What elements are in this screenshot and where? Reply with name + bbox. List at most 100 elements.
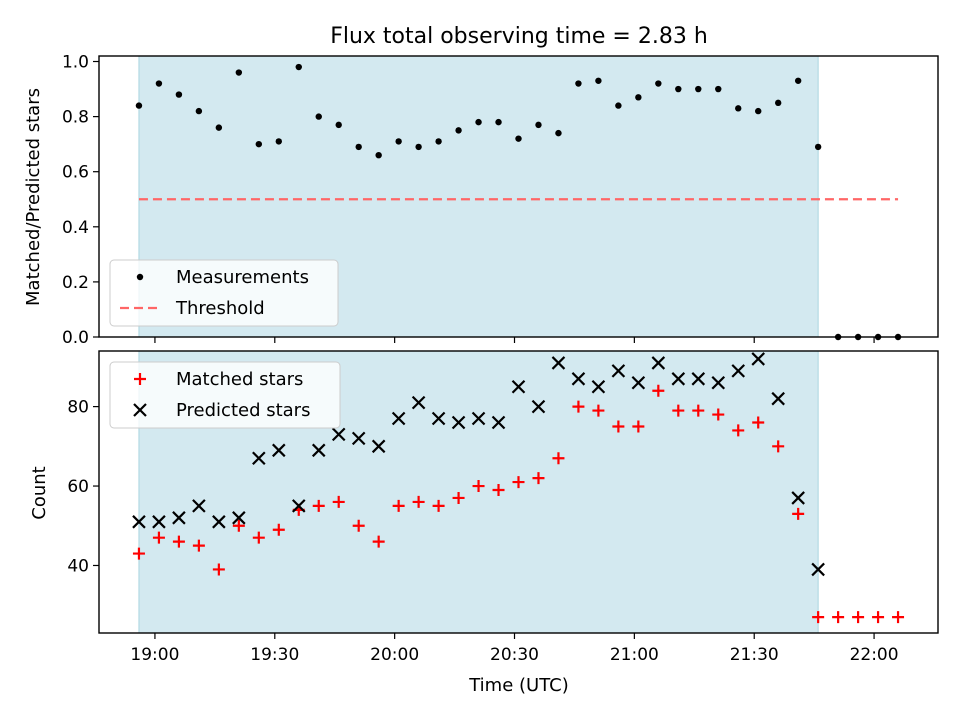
data-point [212, 563, 225, 576]
data-point [252, 451, 266, 466]
data-point [235, 69, 243, 76]
series-predicted-stars [132, 352, 825, 577]
data-point [332, 495, 345, 508]
data-point [295, 63, 302, 71]
data-point [435, 138, 442, 145]
data-point [635, 94, 642, 101]
data-point [311, 443, 326, 458]
y-tick-label: 0.0 [62, 328, 89, 348]
data-point [352, 519, 365, 532]
y-tick-label: 1.0 [62, 53, 89, 73]
data-point [592, 404, 605, 417]
data-point [772, 440, 785, 453]
data-point [532, 472, 545, 485]
data-point [632, 420, 645, 433]
data-point [172, 511, 186, 525]
legend-marker [134, 373, 146, 385]
chart-title: Flux total observing time = 2.83 h [330, 24, 708, 49]
data-point [812, 611, 825, 624]
data-point [252, 531, 265, 544]
data-point [451, 415, 466, 430]
legend-box [109, 259, 339, 327]
data-point [672, 404, 685, 417]
data-point [152, 515, 166, 529]
data-point [155, 80, 163, 87]
legend-marker [133, 403, 147, 417]
legend-label: Matched stars [176, 369, 303, 390]
data-point [711, 375, 726, 390]
data-point [132, 515, 146, 529]
y-tick-label: 0.4 [62, 218, 89, 238]
data-point [752, 416, 765, 429]
data-point [232, 511, 246, 525]
data-point [651, 356, 666, 370]
data-point [615, 102, 622, 109]
data-point [331, 427, 346, 442]
y-tick-label: 60 [67, 477, 89, 497]
legend-marker [136, 273, 144, 281]
legend-label: Measurements [176, 267, 309, 288]
data-point [735, 105, 742, 112]
data-point [395, 138, 402, 145]
data-point [471, 411, 486, 426]
x-tick-label: 19:30 [250, 645, 299, 665]
data-point [472, 480, 485, 493]
data-point [491, 415, 506, 430]
data-point [495, 118, 502, 126]
bottom-panel: 40 60 80 19:00 19:30 20:00 20:30 21:00 21:30 22:0… [67, 350, 939, 665]
data-point [751, 352, 765, 366]
data-point [132, 547, 145, 560]
data-point [452, 491, 465, 504]
series-measurements [135, 63, 902, 341]
x-tick-label: 20:00 [370, 645, 419, 665]
data-point [695, 85, 702, 93]
axes-frame [98, 350, 939, 634]
data-point [371, 439, 386, 454]
data-point [611, 364, 626, 378]
data-point [792, 507, 805, 520]
data-point [512, 476, 525, 489]
top-y-axis-label: Matched/Predicted stars [23, 88, 44, 306]
data-point [631, 375, 646, 390]
data-point [272, 523, 285, 536]
data-point [135, 102, 143, 109]
y-tick-label: 0.2 [62, 273, 89, 293]
data-point [575, 80, 582, 87]
axes-frame [98, 55, 939, 338]
data-point [195, 107, 203, 115]
y-tick-label: 40 [67, 556, 89, 576]
data-point [415, 143, 422, 151]
data-point [814, 143, 822, 151]
data-point [351, 431, 366, 446]
data-point [572, 400, 585, 413]
data-point [392, 499, 405, 512]
data-point [712, 408, 725, 421]
data-point [755, 107, 762, 115]
data-point [791, 491, 805, 505]
data-point [732, 424, 745, 437]
bottom-y-axis-label: Count [29, 466, 50, 519]
data-point [232, 519, 245, 532]
data-point [692, 404, 705, 417]
legend-box [109, 361, 341, 429]
data-point [175, 91, 183, 98]
x-tick-label: 21:30 [730, 645, 779, 665]
data-point [192, 539, 205, 552]
data-point [892, 611, 905, 624]
data-point [832, 611, 845, 624]
data-point [215, 124, 223, 131]
data-point [571, 372, 586, 386]
y-tick-label: 0.6 [62, 163, 89, 183]
x-tick-label: 22:00 [850, 645, 899, 665]
data-point [675, 85, 682, 93]
data-point [591, 379, 606, 394]
data-point [152, 531, 165, 544]
data-point [372, 535, 385, 548]
x-tick-label: 20:30 [490, 645, 539, 665]
legend-label: Threshold [175, 298, 265, 319]
data-point [275, 138, 282, 145]
data-point [551, 356, 566, 370]
data-point [511, 379, 526, 394]
data-point [652, 384, 665, 397]
